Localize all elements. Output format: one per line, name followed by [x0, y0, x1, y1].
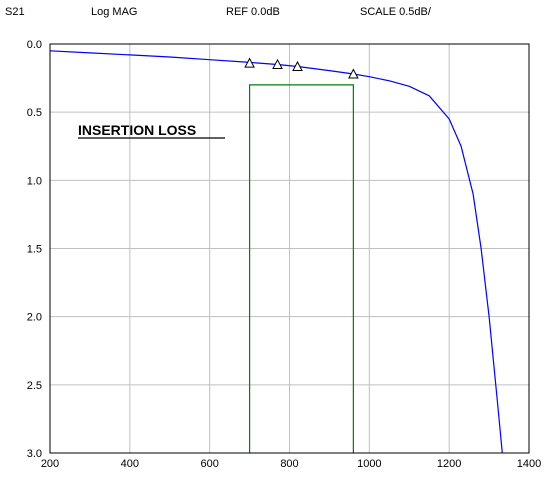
marker-triangle [348, 68, 359, 79]
x-tick-labels: 200 400 600 800 1000 1200 1400 [41, 458, 541, 470]
series-layer [49, 50, 503, 454]
marker-layer [244, 57, 359, 79]
spec-mask-outline [248, 84, 354, 453]
grid [49, 43, 530, 454]
marker-triangle [244, 57, 255, 68]
y-tick-labels: 0.0 0.5 1.0 1.5 2.0 2.5 3.0 [27, 39, 42, 460]
y-tick-label: 1.0 [27, 175, 42, 187]
scale-label: SCALE 0.5dB/ [360, 6, 431, 18]
y-tick-label: 0.0 [27, 39, 42, 51]
x-tick-label: 1400 [517, 458, 541, 470]
x-tick-label: 600 [200, 458, 218, 470]
insertion-loss-trace [49, 50, 503, 454]
y-tick-label: 2.5 [27, 380, 42, 392]
x-tick-label: 1200 [437, 458, 461, 470]
parameter-label: S21 [5, 6, 25, 18]
x-tick-label: 1000 [357, 458, 381, 470]
y-tick-label: 2.0 [27, 312, 42, 324]
y-tick-label: 1.5 [27, 244, 42, 256]
x-tick-label: 800 [280, 458, 298, 470]
reference-label: REF 0.0dB [226, 6, 280, 18]
format-label: Log MAG [91, 6, 138, 18]
marker-triangle [272, 58, 283, 69]
y-tick-label: 0.5 [27, 107, 42, 119]
insertion-loss-annotation: INSERTION LOSS [78, 122, 196, 138]
x-tick-label: 200 [41, 458, 59, 470]
spec-mask [248, 84, 354, 453]
x-tick-label: 400 [121, 458, 139, 470]
marker-triangle [292, 60, 303, 71]
y-tick-label: 3.0 [27, 448, 42, 460]
plot-frame [49, 43, 530, 454]
